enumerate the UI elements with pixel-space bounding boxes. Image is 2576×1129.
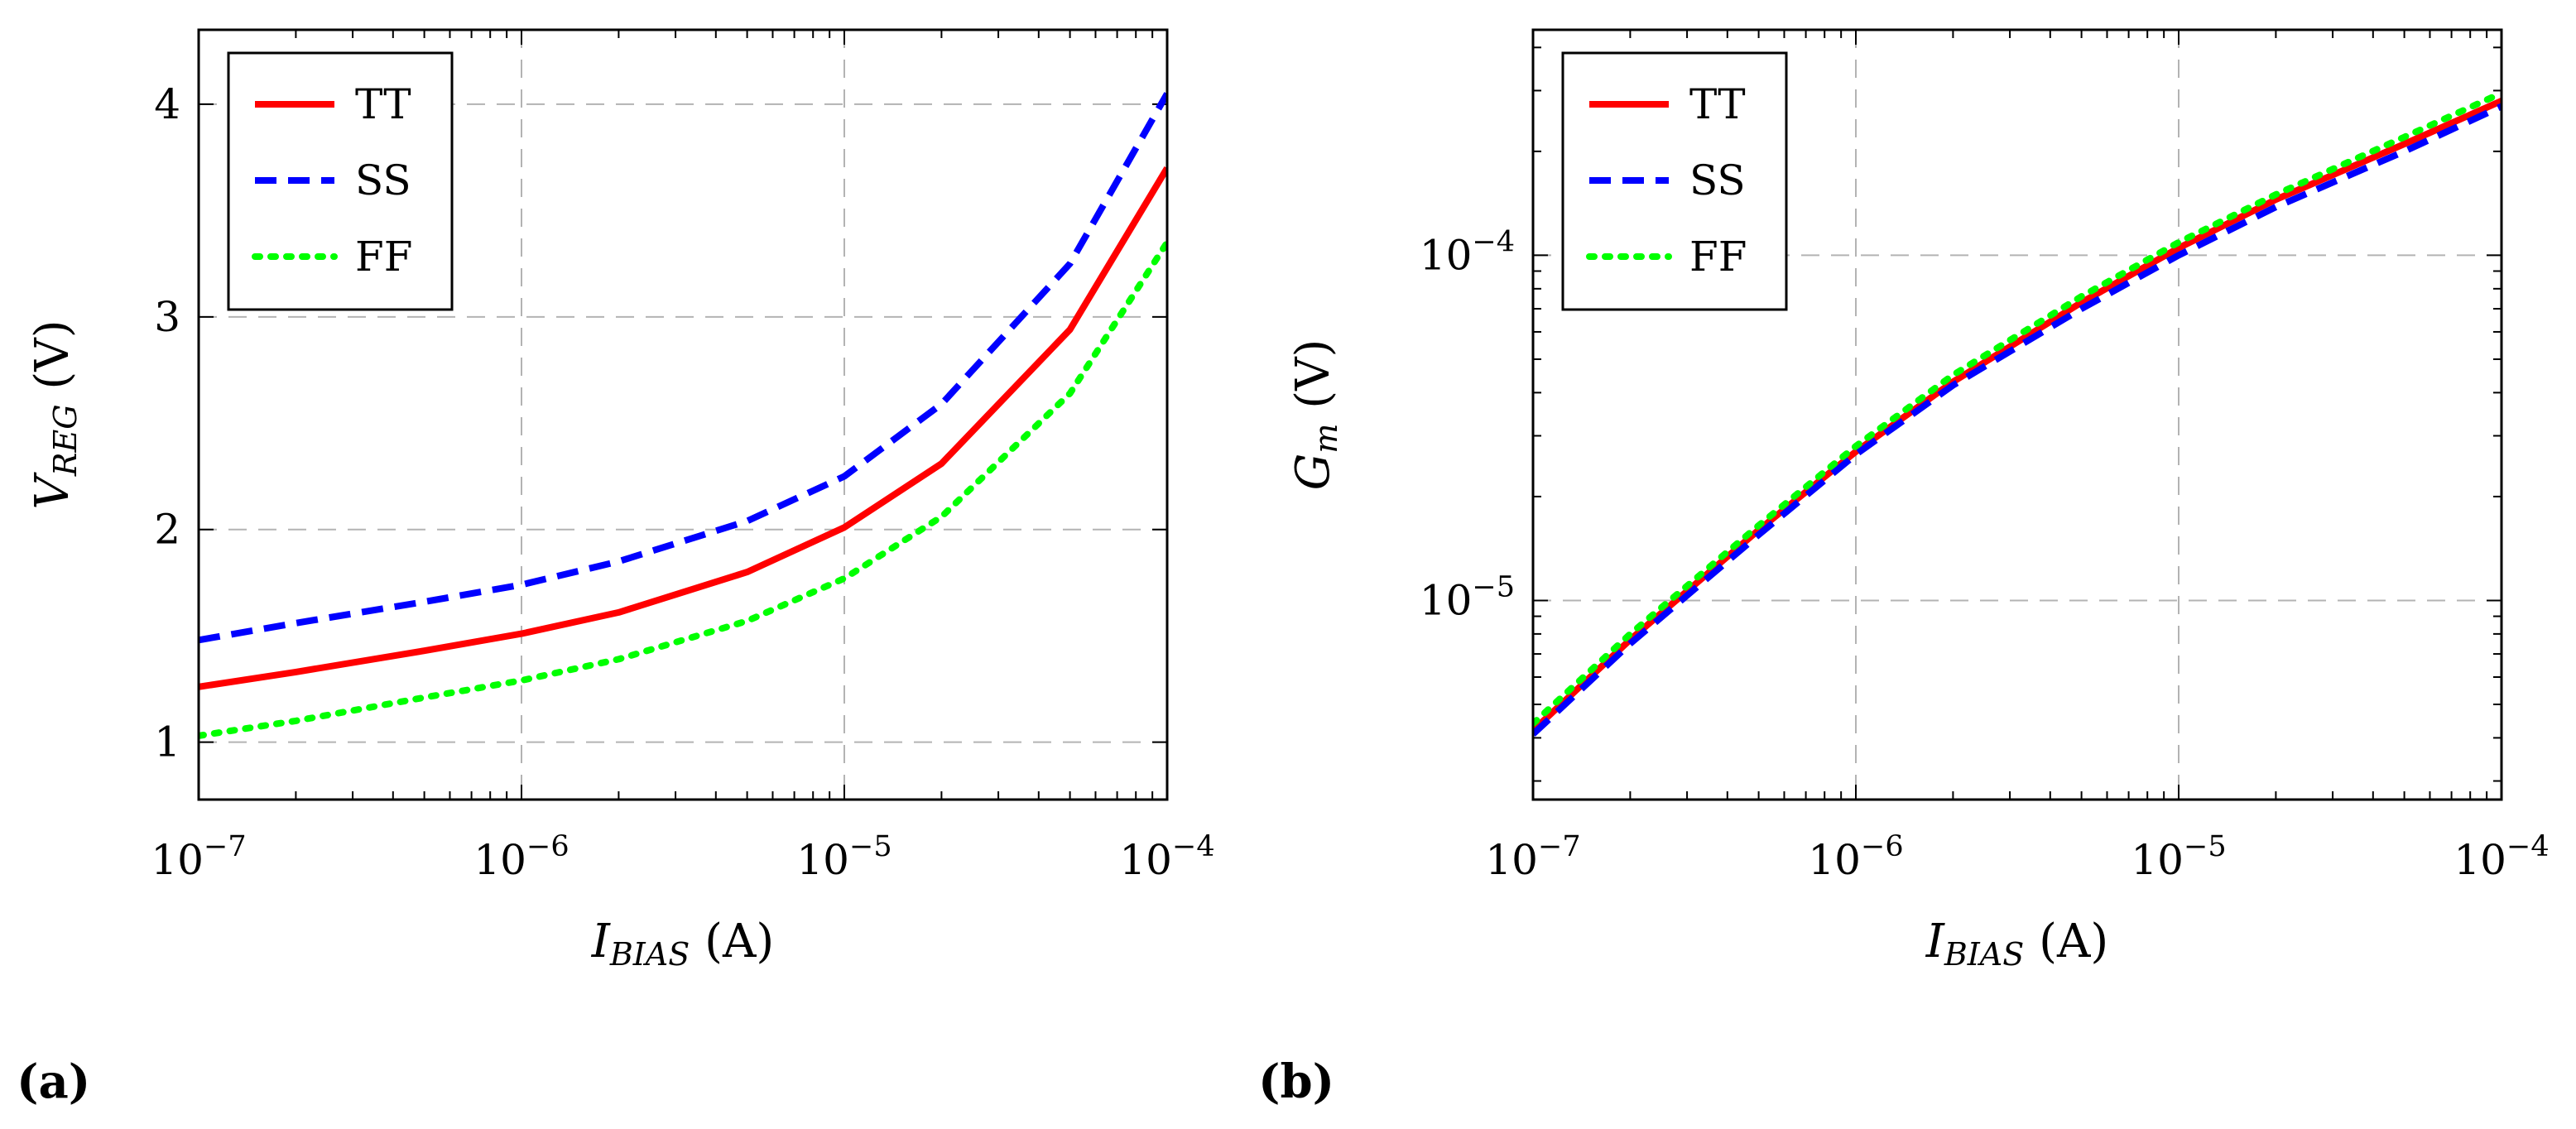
series-line-ss (1533, 103, 2502, 737)
series-group (1533, 89, 2502, 737)
series-line-ff (1533, 89, 2502, 728)
x-tick-label: 10−7 (151, 830, 246, 884)
y-axis-label: VREG (V) (26, 319, 84, 509)
y-tick-label: 10−5 (1420, 570, 1515, 624)
series-group (199, 92, 1167, 739)
y-axis-label: Gm (V) (1286, 339, 1344, 491)
legend-label-ff: FF (1689, 233, 1747, 281)
chart-panel-b: 10−7 10−6 10−5 10−4 10−5 10−4 IBIAS (A) Gm (V) T… (1258, 28, 2550, 1109)
panel-label: (b) (1258, 1055, 1334, 1109)
x-tick-label: 10−6 (473, 830, 569, 884)
panel-label: (a) (17, 1055, 90, 1109)
y-tick-label: 1 (154, 718, 180, 766)
x-axis-label: IBIAS (A) (591, 915, 774, 973)
series-line-tt (1533, 98, 2502, 733)
legend-label-ss: SS (355, 156, 411, 204)
y-tick-label: 10−4 (1420, 225, 1515, 279)
x-tick-label: 10−5 (796, 830, 892, 884)
legend-label-ff: FF (355, 233, 412, 281)
legend: TT SS FF (1561, 51, 1788, 311)
series-line-tt (199, 166, 1167, 690)
x-tick-label: 10−4 (1119, 830, 1214, 884)
y-tick-label: 3 (154, 293, 180, 341)
series-line-ff (199, 238, 1167, 739)
chart-panel-a: 10−7 10−6 10−5 10−4 1 2 3 4 IBIAS (A) VREG (V) TT S… (17, 28, 1215, 1109)
y-tick-label: 4 (154, 80, 180, 128)
x-tick-label: 10−7 (1485, 830, 1580, 884)
legend-box (1561, 51, 1788, 311)
x-tick-label: 10−6 (1808, 830, 1903, 884)
legend: TT SS FF (227, 51, 454, 311)
x-tick-label: 10−4 (2453, 830, 2549, 884)
x-tick-label: 10−5 (2131, 830, 2226, 884)
legend-label-tt: TT (355, 80, 411, 128)
x-axis-label: IBIAS (A) (1925, 915, 2108, 973)
legend-label-ss: SS (1689, 156, 1746, 204)
plot-frame (1531, 28, 2503, 801)
legend-label-tt: TT (1689, 80, 1746, 128)
y-tick-label: 2 (154, 506, 180, 554)
plot-frame (197, 28, 1169, 801)
